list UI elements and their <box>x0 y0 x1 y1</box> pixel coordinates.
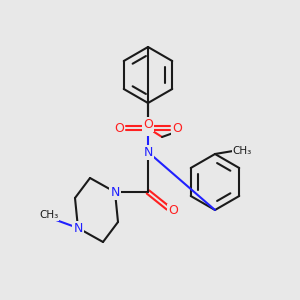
Text: CH₃: CH₃ <box>232 146 252 156</box>
Text: N: N <box>73 221 83 235</box>
Text: N: N <box>110 185 120 199</box>
Text: N: N <box>143 146 153 158</box>
Text: O: O <box>172 122 182 134</box>
Text: O: O <box>114 122 124 134</box>
Text: CH₃: CH₃ <box>39 210 58 220</box>
Text: O: O <box>143 118 153 130</box>
Text: S: S <box>144 121 152 135</box>
Text: O: O <box>168 205 178 218</box>
